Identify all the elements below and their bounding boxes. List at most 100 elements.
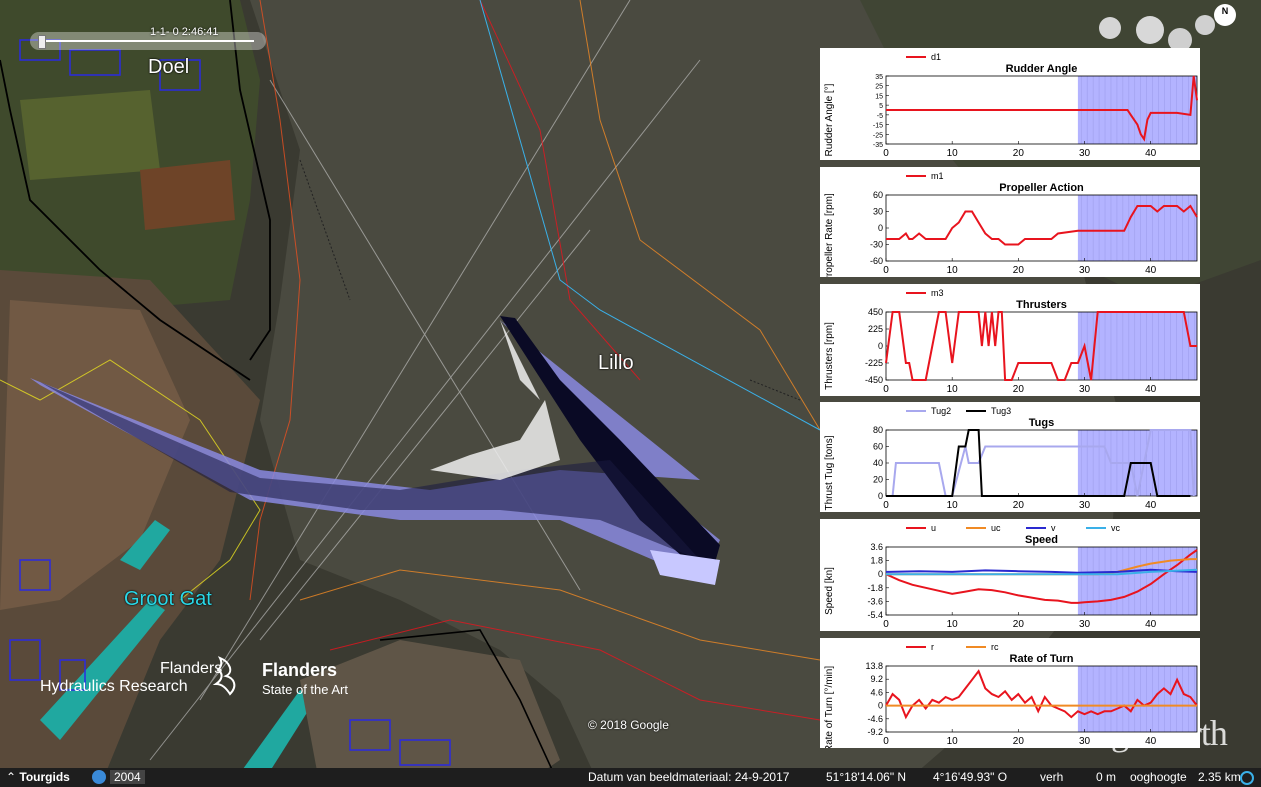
- time-slider-knob[interactable]: [38, 35, 46, 49]
- y-tick-label: 60: [873, 442, 883, 452]
- y-tick-label: 13.8: [865, 661, 883, 671]
- x-tick-label: 40: [1145, 384, 1157, 395]
- y-tick-label: -5.4: [867, 610, 883, 620]
- imagery-date: Datum van beeldmateriaal: 24-9-2017: [588, 770, 790, 784]
- y-tick-label: -15: [873, 123, 883, 130]
- legend-label: m1: [931, 171, 944, 181]
- flanders-logo-line2: State of the Art: [262, 682, 348, 697]
- legend-label: Tug2: [931, 406, 951, 416]
- x-tick-label: 40: [1145, 736, 1157, 747]
- y-axis-label: Propeller Rate [rpm]: [824, 193, 835, 277]
- y-tick-label: 20: [873, 475, 883, 485]
- y-tick-label: 0: [878, 491, 883, 501]
- y-tick-label: -9.2: [867, 727, 883, 737]
- y-tick-label: 0: [878, 569, 883, 579]
- x-tick-label: 20: [1013, 148, 1025, 159]
- chart-title: Propeller Action: [999, 182, 1084, 194]
- chart-title: Speed: [1025, 534, 1058, 546]
- plot-frame: [885, 546, 1198, 616]
- x-tick-label: 20: [1013, 500, 1025, 511]
- y-tick-label: 60: [873, 190, 883, 200]
- y-tick-label: -60: [870, 256, 883, 266]
- place-label-lillo: Lillo: [598, 352, 634, 374]
- y-tick-label: 80: [873, 425, 883, 435]
- x-tick-label: 30: [1079, 736, 1091, 747]
- latitude: 51°18'14.06" N: [826, 770, 907, 784]
- chart-panel-propeller-action: Propeller Action m1 60 30 0 -30 -60 0 10 20 30 40 Pr…: [820, 167, 1200, 277]
- chart-panel-tugs: Tugs Tug2 Tug3 80 60 40 20 0 0 10 20 30 40 Thrust Tug…: [820, 402, 1200, 512]
- x-tick-label: 10: [947, 619, 959, 630]
- x-tick-label: 10: [947, 384, 959, 395]
- legend-label: r: [931, 642, 934, 652]
- chart-rudder-angle: Rudder Angle d1 35 25 15 5 -5 -15 -25 -350 10 20 30 4…: [824, 52, 1198, 159]
- series-line-u: [885, 549, 1198, 604]
- y-tick-label: -3.6: [867, 596, 883, 606]
- highlight-region: [1077, 547, 1197, 615]
- x-tick-label: 20: [1013, 265, 1025, 276]
- tour-guide-button[interactable]: ⌃ Tourgids: [6, 770, 70, 784]
- time-label: 1-1- 0 2:46:41: [150, 26, 219, 38]
- x-tick-label: 0: [883, 148, 889, 159]
- place-label-groot-gat: Groot Gat: [124, 588, 212, 610]
- x-tick-label: 30: [1079, 265, 1091, 276]
- y-tick-label: 225: [868, 324, 883, 334]
- y-tick-label: 30: [873, 207, 883, 217]
- x-tick-label: 0: [883, 384, 889, 395]
- y-tick-label: -4.6: [867, 714, 883, 724]
- y-tick-label: 1.8: [870, 556, 883, 566]
- fhr-logo-line2: Hydraulics Research: [40, 678, 188, 695]
- copyright-text: © 2018 Google: [588, 718, 669, 732]
- x-tick-label: 20: [1013, 384, 1025, 395]
- plot-frame: [885, 665, 1198, 733]
- verh-label: verh: [1040, 770, 1064, 784]
- chart-panel-rudder-angle: Rudder Angle d1 35 25 15 5 -5 -15 -25 -35 0 10 20 30 4…: [820, 48, 1200, 160]
- series-line-Tug3: [886, 429, 1191, 497]
- y-tick-label: 15: [875, 93, 883, 100]
- x-tick-label: 30: [1079, 148, 1091, 159]
- highlight-region: [1077, 195, 1197, 261]
- legend-label: vc: [1111, 523, 1121, 533]
- x-tick-label: 10: [947, 148, 959, 159]
- time-slider-track[interactable]: [40, 40, 254, 42]
- y-tick-label: 4.6: [870, 687, 883, 697]
- y-tick-label: 0: [878, 341, 883, 351]
- place-label-doel: Doel: [148, 56, 190, 78]
- imagery-year[interactable]: 2004: [110, 770, 145, 784]
- series-line-d1: [886, 75, 1198, 142]
- y-tick-label: 0: [878, 701, 883, 711]
- chart-title: Thrusters: [1016, 299, 1067, 311]
- y-tick-label: -25: [873, 132, 883, 139]
- y-tick-label: -225: [865, 358, 883, 368]
- chart-panel-rate-of-turn: Rate of Turn r rc 13.8 9.2 4.6 0 -4.6 -9.2 0 10 20 3…: [820, 638, 1200, 748]
- legend-label: d1: [931, 52, 941, 62]
- y-tick-label: 0: [878, 223, 883, 233]
- x-tick-label: 30: [1079, 500, 1091, 511]
- legend-label: v: [1051, 523, 1056, 533]
- x-tick-label: 0: [883, 619, 889, 630]
- flanders-lion-icon: [212, 654, 246, 698]
- series-line-m1: [886, 204, 1198, 246]
- flanders-logo-line1: Flanders: [262, 660, 338, 680]
- time-slider[interactable]: [30, 32, 266, 50]
- y-axis-label: Thrusters [rpm]: [824, 322, 835, 390]
- y-tick-label: 9.2: [870, 674, 883, 684]
- y-tick-label: -1.8: [867, 583, 883, 593]
- longitude: 4°16'49.93" O: [933, 770, 1008, 784]
- y-tick-label: -5: [877, 113, 883, 120]
- chart-tugs: Tugs Tug2 Tug3 80 60 40 20 00 10 20 30 40 Thrust Tug…: [824, 406, 1198, 511]
- historical-imagery-icon[interactable]: [92, 770, 106, 784]
- legend-label: rc: [991, 642, 999, 652]
- chart-title: Rate of Turn: [1010, 653, 1074, 665]
- fhr-logo-line1: Flanders: [160, 660, 223, 677]
- y-tick-label: -35: [873, 142, 883, 149]
- y-axis-label: Speed [kn]: [824, 567, 835, 615]
- series-line-m3: [885, 311, 1197, 381]
- compass-icon[interactable]: N: [1214, 4, 1236, 26]
- y-axis-label: Thrust Tug [tons]: [824, 435, 835, 510]
- y-axis-label: Rudder Angle [°]: [824, 83, 835, 156]
- x-tick-label: 20: [1013, 736, 1025, 747]
- highlight-region: [1077, 312, 1197, 380]
